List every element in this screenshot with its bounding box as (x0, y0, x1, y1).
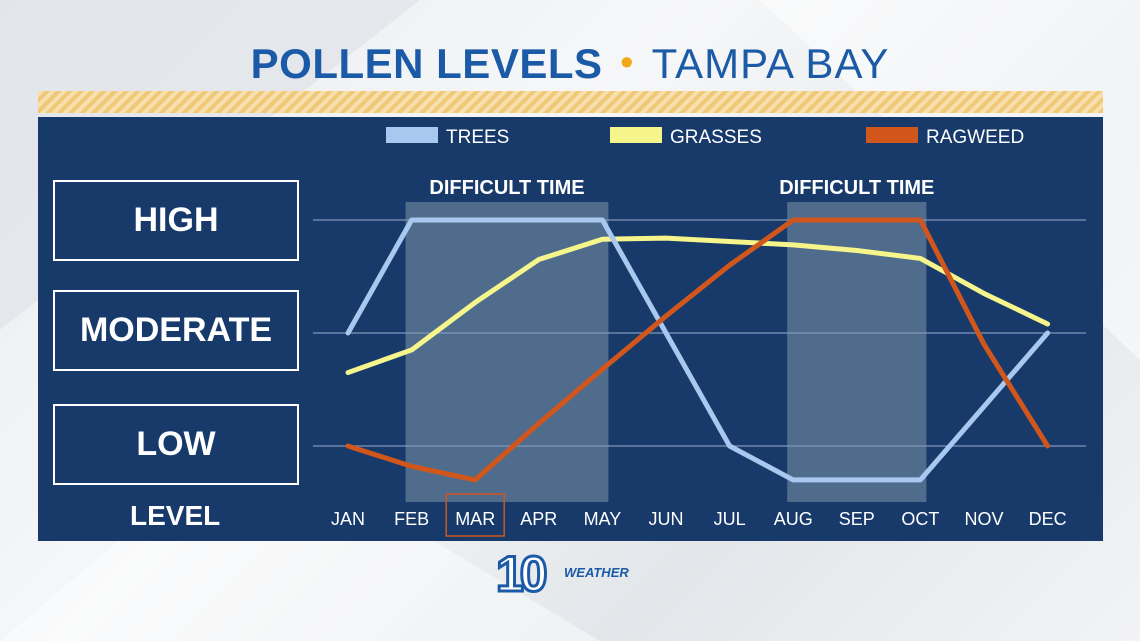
decorative-hatch-bar (38, 91, 1103, 113)
series-point-grasses-jul (728, 240, 731, 243)
series-point-ragweed-may (601, 368, 604, 371)
legend-label-grasses: GRASSES (670, 127, 762, 148)
series-point-ragweed-oct (919, 219, 922, 222)
month-label-may: MAY (584, 509, 622, 529)
series-point-grasses-aug (792, 243, 795, 246)
series-point-trees-oct (919, 478, 922, 481)
series-point-grasses-jun (665, 237, 668, 240)
level-low-box: LOW (53, 404, 299, 485)
series-point-ragweed-aug (792, 219, 795, 222)
month-label-jan: JAN (331, 509, 365, 529)
logo-number: 10 (496, 547, 546, 597)
series-point-trees-nov (983, 405, 986, 408)
series-point-ragweed-sep (855, 219, 858, 222)
level-high-box: HIGH (53, 180, 299, 261)
month-label-apr: APR (520, 509, 557, 529)
series-point-grasses-mar (474, 301, 477, 304)
level-high-label: HIGH (133, 201, 219, 239)
logo-text: WEATHER (564, 565, 629, 580)
level-low-label: LOW (136, 425, 216, 463)
difficult-time-label-1: DIFFICULT TIME (429, 177, 584, 199)
series-point-trees-feb (410, 219, 413, 222)
series-point-trees-jul (728, 445, 731, 448)
series-point-trees-jan (347, 332, 350, 335)
page-title: POLLEN LEVELS • TAMPA BAY (0, 40, 1140, 88)
level-moderate-label: MODERATE (79, 311, 273, 349)
series-point-trees-jun (665, 332, 668, 335)
series-line-trees (345, 217, 1051, 483)
title-place: TAMPA BAY (651, 40, 890, 87)
series-point-trees-apr (537, 219, 540, 222)
month-label-aug: AUG (774, 509, 813, 529)
level-axis-label: LEVEL (130, 500, 221, 531)
series-point-ragweed-jun (665, 315, 668, 318)
month-label-mar: MAR (455, 509, 495, 529)
pollen-chart: DIFFICULT TIME DIFFICULT TIME TREES GRASSES… (313, 127, 1086, 537)
series-point-trees-may (601, 219, 604, 222)
legend-label-ragweed: RAGWEED (926, 127, 1024, 148)
month-label-feb: FEB (394, 509, 429, 529)
series-point-ragweed-dec (1046, 445, 1049, 448)
series-point-grasses-apr (537, 258, 540, 261)
legend-swatch-trees (386, 127, 438, 143)
series-point-ragweed-jul (728, 264, 731, 267)
legend-label-trees: TREES (446, 127, 509, 148)
series-point-trees-aug (792, 478, 795, 481)
month-label-jun: JUN (649, 509, 684, 529)
chart-panel: HIGH MODERATE LOW LEVEL DIFFICULT TIME DI… (38, 117, 1103, 541)
series-point-ragweed-feb (410, 465, 413, 468)
month-label-dec: DEC (1029, 509, 1067, 529)
highlight-box-mar (445, 493, 505, 537)
series-point-trees-sep (855, 478, 858, 481)
legend-swatch-ragweed (866, 127, 918, 143)
series-point-grasses-sep (855, 249, 858, 252)
month-label-jul: JUL (714, 509, 746, 529)
month-label-sep: SEP (839, 509, 875, 529)
legend-swatch-grasses (610, 127, 662, 143)
series-point-grasses-nov (983, 292, 986, 295)
difficult-time-label-2: DIFFICULT TIME (779, 177, 934, 199)
series-point-grasses-may (601, 238, 604, 241)
series-point-grasses-oct (919, 257, 922, 260)
level-moderate-box: MODERATE (53, 290, 299, 371)
title-main: POLLEN LEVELS (250, 40, 603, 87)
series-point-trees-dec (1046, 332, 1049, 335)
series-point-grasses-feb (410, 348, 413, 351)
series-line-grasses (345, 235, 1051, 376)
station-logo: 10 WEATHER (496, 547, 629, 597)
series-point-ragweed-mar (474, 478, 477, 481)
month-label-nov: NOV (964, 509, 1003, 529)
series-line-ragweed (345, 217, 1051, 483)
title-separator-dot: • (620, 41, 634, 82)
series-point-ragweed-apr (537, 422, 540, 425)
series-point-trees-mar (474, 219, 477, 222)
series-point-ragweed-jan (347, 445, 350, 448)
month-label-oct: OCT (901, 509, 939, 529)
series-point-grasses-dec (1046, 322, 1049, 325)
series-point-ragweed-nov (983, 343, 986, 346)
series-point-grasses-jan (347, 371, 350, 374)
